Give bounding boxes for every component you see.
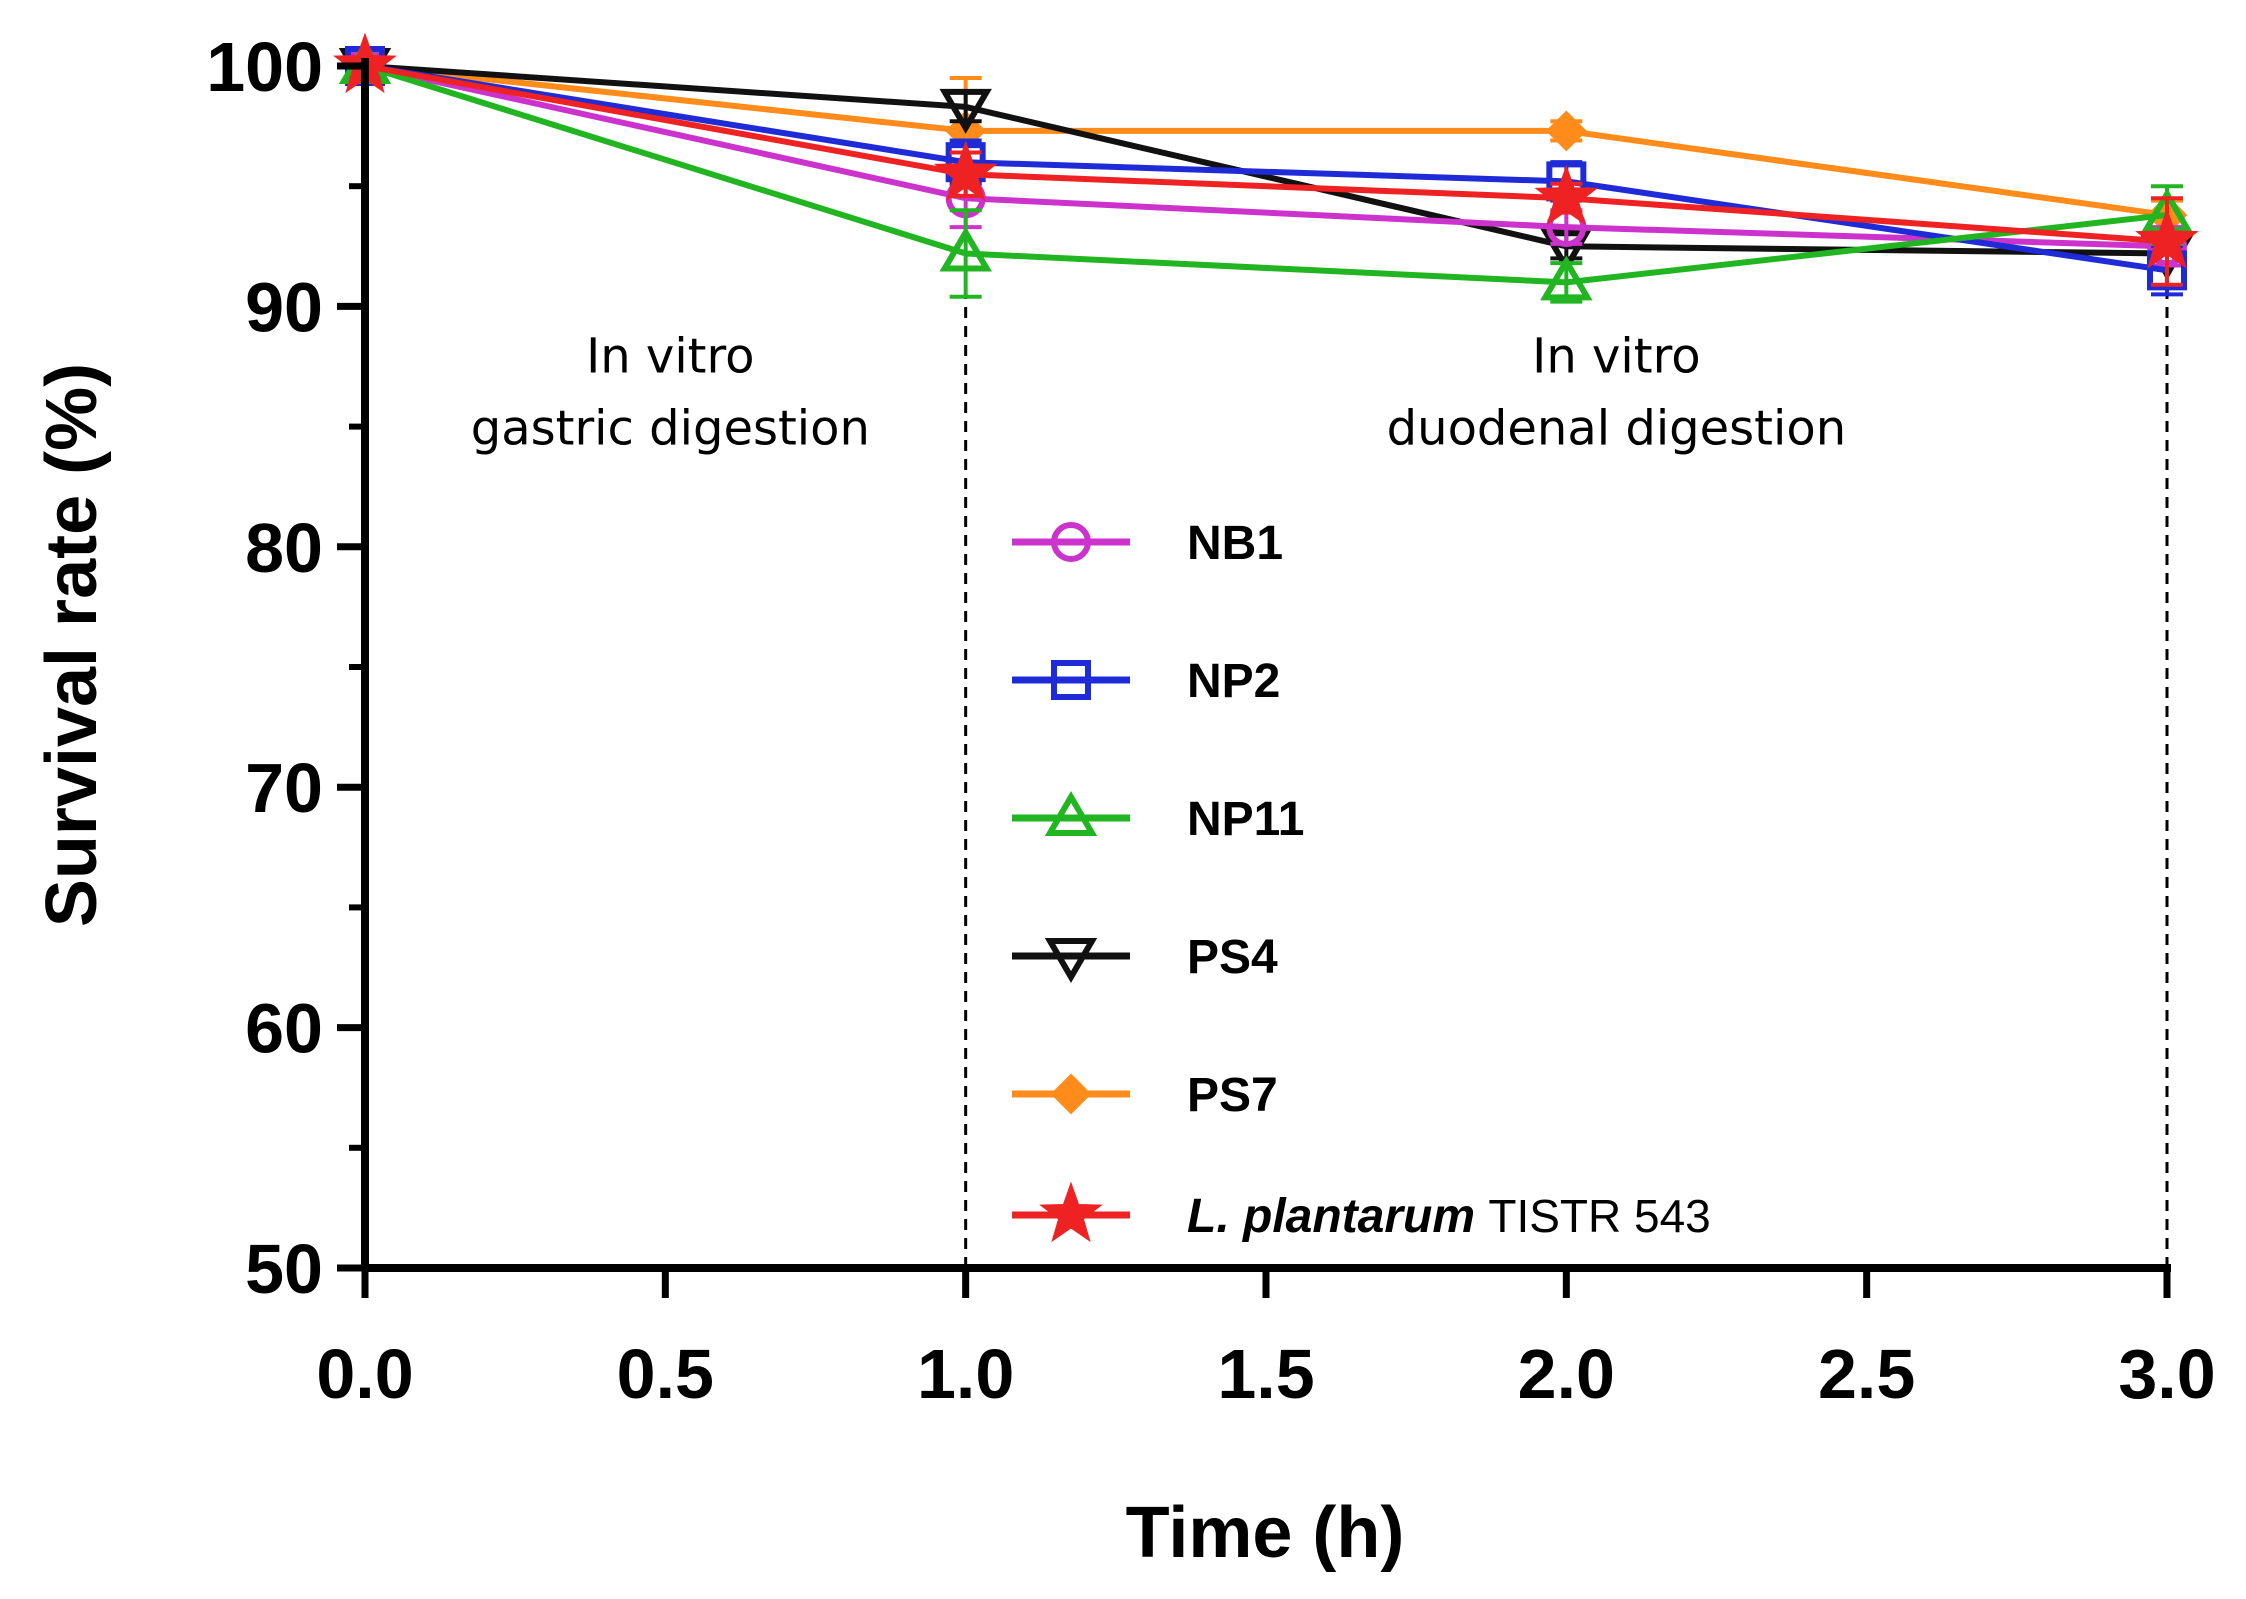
legend-label-ps4: PS4 xyxy=(1187,931,1278,984)
series-line-ps7 xyxy=(364,63,2168,218)
y-tick-label-80: 80 xyxy=(245,509,323,587)
legend-label-np2: NP2 xyxy=(1187,655,1280,708)
series-line-np11 xyxy=(364,63,2168,286)
y-tick-label-100: 100 xyxy=(206,28,323,106)
phase-annotations: In vitro gastric digestion In vitro duodena… xyxy=(471,328,1846,456)
annotation-0-line-0: In vitro xyxy=(586,328,754,384)
legend-item-nb1: NB1 xyxy=(1012,517,1283,570)
legend-item-l-plantarum: L. plantarum TISTR 543 xyxy=(1012,1181,1711,1243)
data-point-np11-2 xyxy=(1540,255,1593,301)
x-tick-label-0.0: 0.0 xyxy=(316,1335,413,1413)
data-point-ps4-1 xyxy=(939,88,992,134)
x-tick-label-3.0: 3.0 xyxy=(2118,1335,2215,1413)
phase-boundary-lines xyxy=(964,238,2169,1268)
legend-marker-l-plantarum xyxy=(1039,1181,1103,1243)
data-point-l-plantarum-1 xyxy=(933,140,998,202)
annotation-0-line-1: gastric digestion xyxy=(471,400,870,456)
axes: 50 60 70 80 90 100 0.0 0.5 1.0 1.5 2.0 2.5 3.0 xyxy=(206,28,2215,1413)
legend-item-ps4: PS4 xyxy=(1012,931,1278,984)
legend-label-l-plantarum: L. plantarum TISTR 543 xyxy=(1187,1190,1711,1243)
x-tick-label-2.0: 2.0 xyxy=(1518,1335,1615,1413)
x-axis-title: Time (h) xyxy=(1126,1493,1405,1573)
data-point-l-plantarum-3 xyxy=(2135,207,2199,269)
y-tick-label-50: 50 xyxy=(245,1230,323,1308)
x-tick-label-0.5: 0.5 xyxy=(617,1335,714,1413)
x-tick-label-2.5: 2.5 xyxy=(1818,1335,1915,1413)
data-point-np11-1 xyxy=(939,226,992,272)
legend-marker-ps7 xyxy=(1050,1073,1092,1115)
legend-item-np11: NP11 xyxy=(1012,791,1304,846)
data-point-ps7-2 xyxy=(1545,110,1587,152)
y-tick-label-90: 90 xyxy=(245,268,323,346)
legend-marker-ps4 xyxy=(1044,938,1098,983)
y-tick-label-60: 60 xyxy=(245,990,323,1068)
x-tick-label-1.0: 1.0 xyxy=(917,1335,1014,1413)
y-axis-title: Survival rate (%) xyxy=(32,363,112,927)
y-tick-label-70: 70 xyxy=(245,749,323,827)
legend-marker-np2 xyxy=(1051,660,1091,700)
data-series xyxy=(333,32,2199,304)
annotation-1-line-0: In vitro xyxy=(1532,328,1700,384)
series-line-nb1 xyxy=(364,63,2168,250)
legend-label-rest: TISTR 543 xyxy=(1488,1190,1710,1242)
annotation-1-line-1: duodenal digestion xyxy=(1387,400,1846,456)
legend-marker-nb1 xyxy=(1051,522,1091,562)
series-line-l-plantarum xyxy=(364,63,2168,245)
legend-label-ps7: PS7 xyxy=(1187,1069,1278,1122)
series-ps7 xyxy=(344,45,2188,236)
legend-item-ps7: PS7 xyxy=(1012,1069,1278,1122)
legend-marker-np11 xyxy=(1044,791,1098,836)
series-line-np2 xyxy=(364,63,2168,274)
series-l-plantarum xyxy=(333,32,2199,287)
legend-label-italic: L. plantarum xyxy=(1187,1190,1488,1243)
legend-label-nb1: NB1 xyxy=(1187,517,1283,570)
legend-item-np2: NP2 xyxy=(1012,655,1280,708)
legend-label-np11: NP11 xyxy=(1187,793,1304,846)
data-point-l-plantarum-2 xyxy=(1534,164,1599,226)
legend: NB1 NP2 NP11 PS4 PS7 L. plantarum TISTR 543 xyxy=(1012,517,1711,1243)
x-tick-label-1.5: 1.5 xyxy=(1217,1335,1314,1413)
